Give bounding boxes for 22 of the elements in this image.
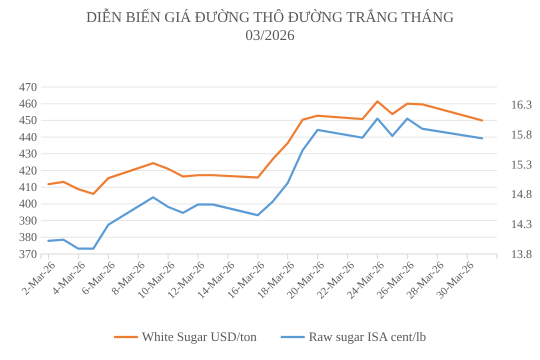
y-tick-label: 390 (19, 213, 37, 228)
legend-label: White Sugar USD/ton (142, 329, 258, 344)
y2-tick-label: 16.3 (511, 98, 532, 112)
y-tick-label: 400 (19, 196, 37, 211)
y-tick-label: 440 (19, 130, 37, 144)
y-tick-label: 380 (19, 230, 37, 244)
legend-label: Raw sugar ISA cent/lb (308, 329, 426, 344)
y-tick-label: 470 (19, 80, 37, 94)
y-tick-label: 460 (19, 96, 37, 111)
y2-tick-label: 15.3 (511, 157, 532, 172)
line-series (47, 100, 484, 195)
y2-tick-label: 15.8 (511, 128, 532, 142)
line-series (47, 118, 484, 250)
y2-tick-label: 13.8 (511, 246, 532, 261)
y-tick-label: 420 (19, 163, 37, 178)
chart-title: DIỄN BIẾN GIÁ ĐƯỜNG THÔ ĐƯỜNG TRẮNG THÁNG 03/2026 (86, 8, 454, 44)
y-tick-label: 430 (19, 146, 37, 161)
y2-tick-label: 14.8 (511, 187, 532, 202)
y-tick-label: 450 (19, 113, 37, 128)
y-tick-label: 410 (19, 180, 37, 194)
y2-tick-label: 14.3 (511, 217, 532, 232)
y-tick-label: 370 (19, 246, 37, 261)
